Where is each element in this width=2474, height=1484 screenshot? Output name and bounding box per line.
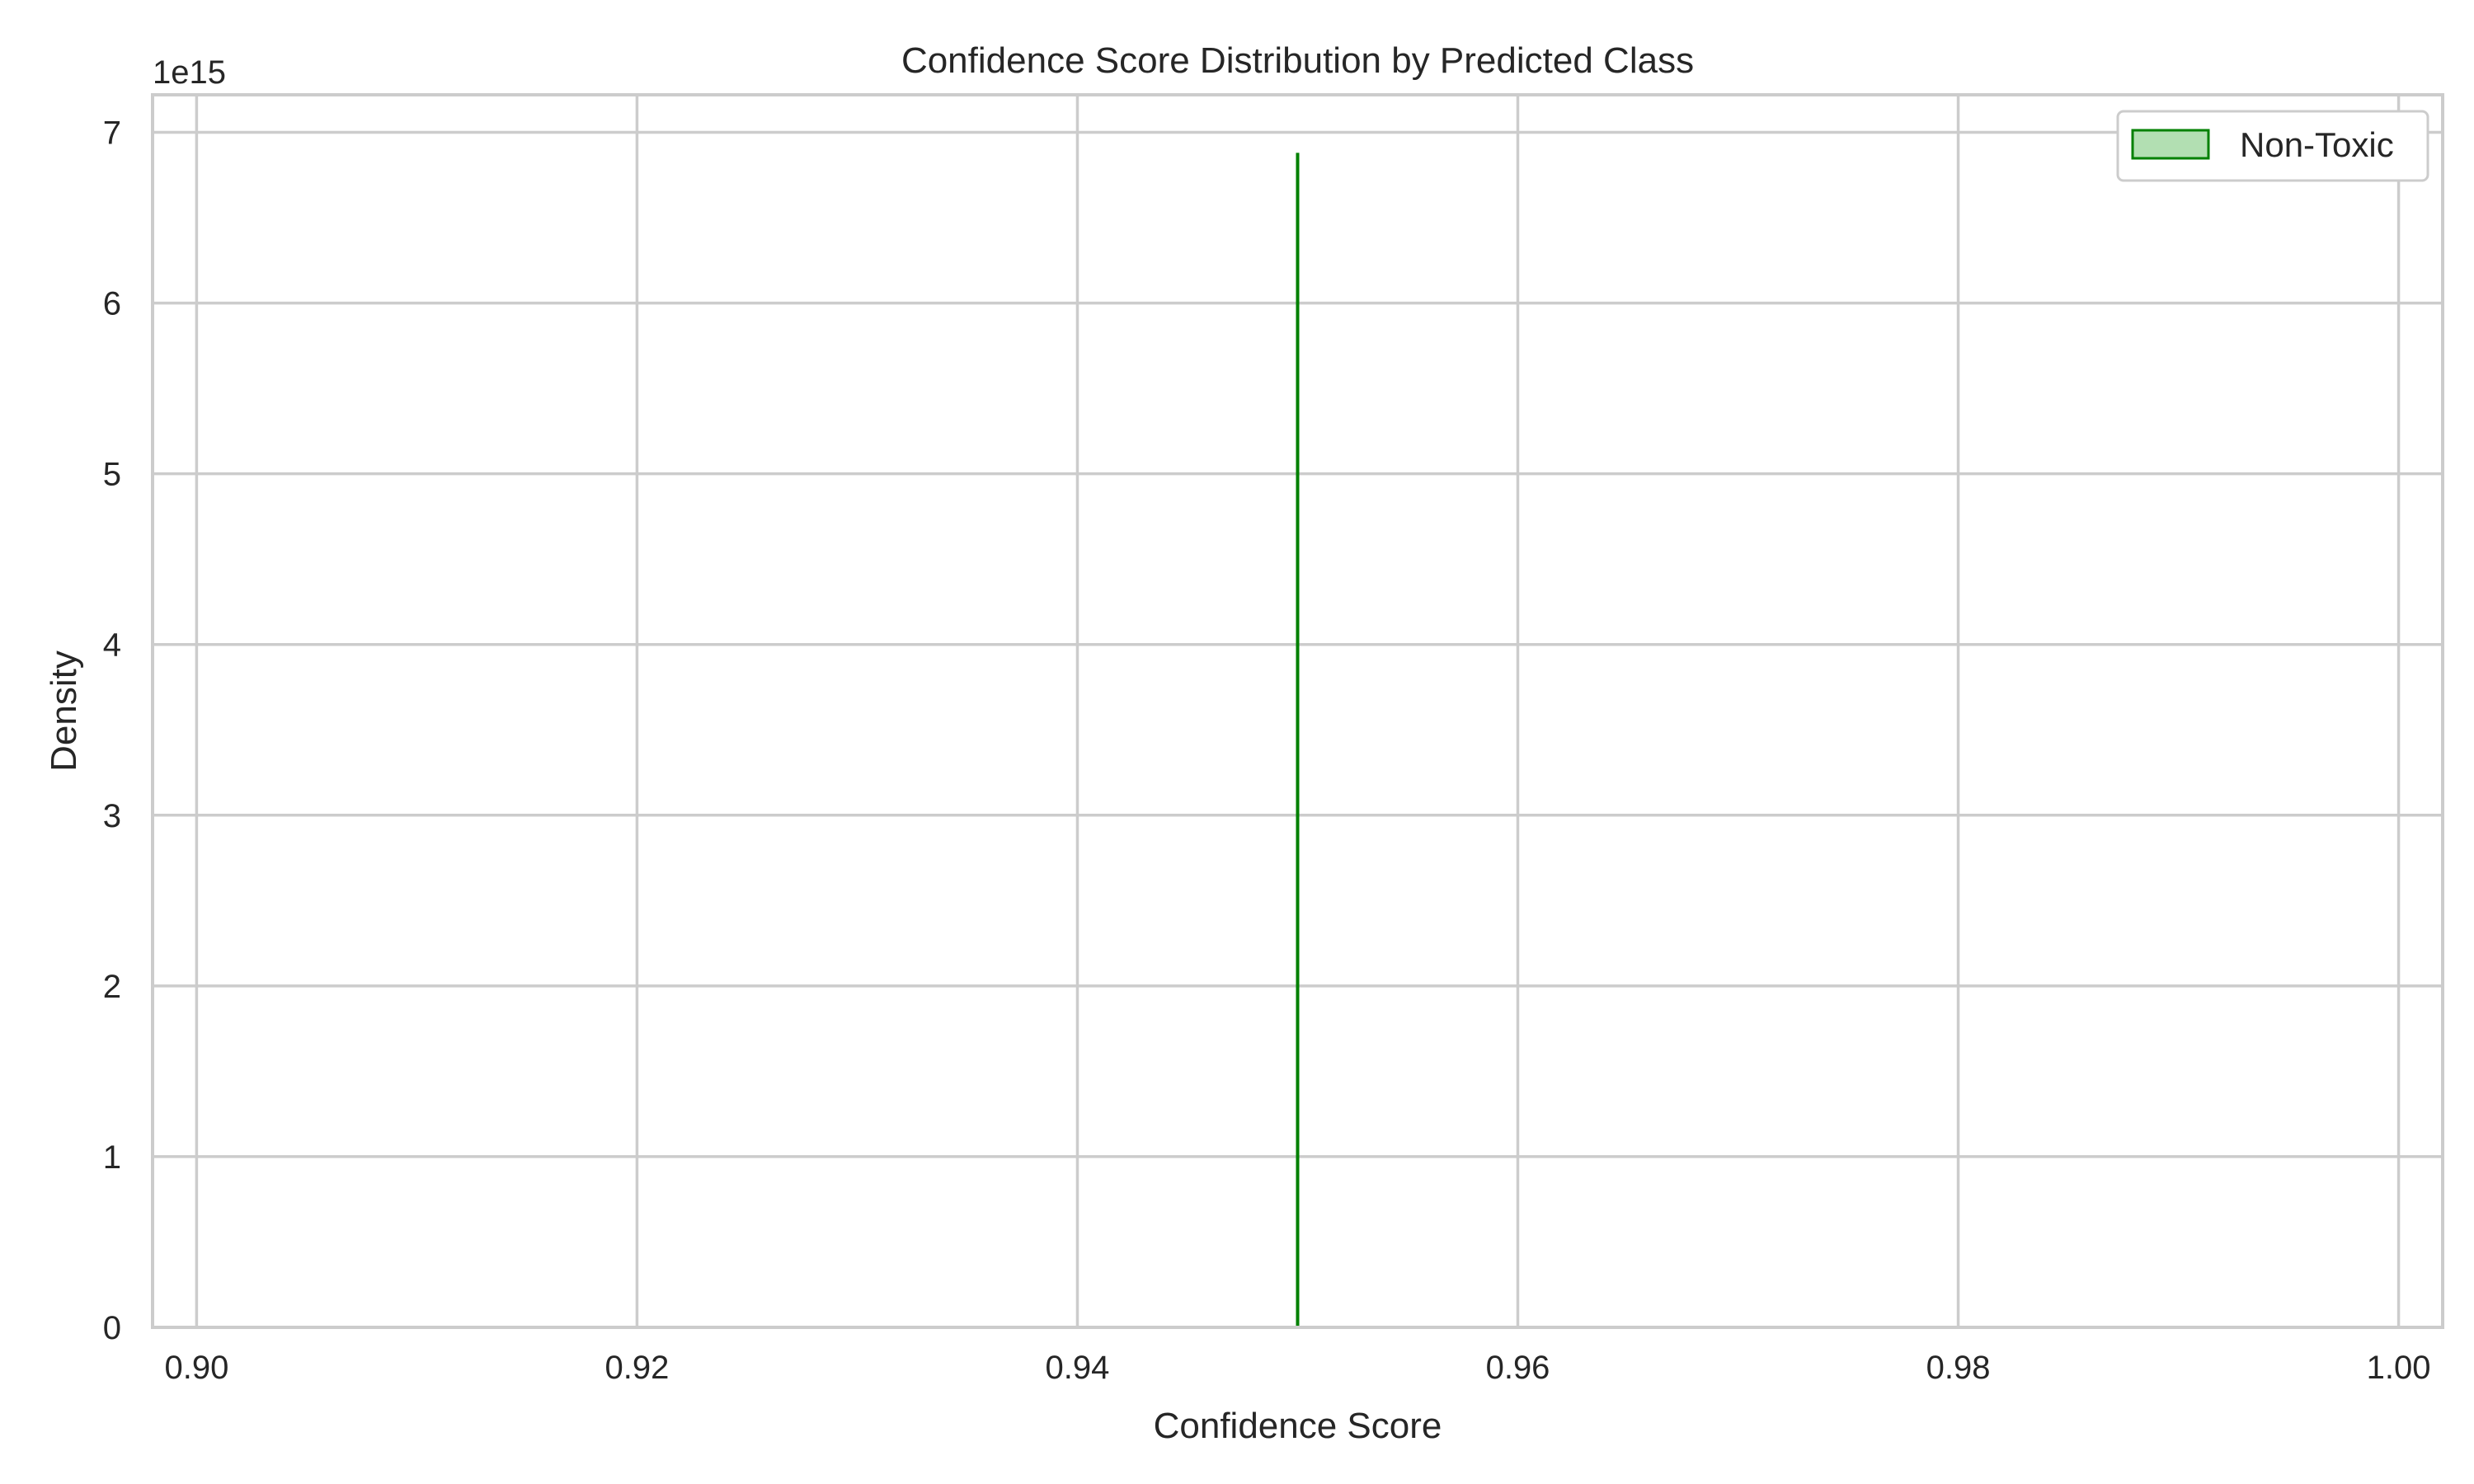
y-offset-label: 1e15: [153, 54, 226, 91]
tick-labels: 0.90 0.92 0.94 0.96 0.98 1.00 0 1 2 3 4 5 6 7: [103, 115, 2431, 1386]
x-axis-label: Confidence Score: [1154, 1406, 1442, 1446]
y-tick-label: 3: [103, 798, 121, 834]
y-tick-label: 2: [103, 969, 121, 1005]
y-axis-label: Density: [44, 650, 84, 772]
x-tick-label: 0.96: [1486, 1350, 1550, 1386]
x-tick-label: 0.92: [605, 1350, 670, 1386]
plot-frame: [151, 93, 2444, 1329]
y-tick-label: 5: [103, 457, 121, 493]
x-tick-label: 0.94: [1046, 1350, 1110, 1386]
y-tick-label: 4: [103, 627, 121, 664]
y-tick-label: 0: [103, 1310, 121, 1346]
legend: Non-Toxic: [2116, 110, 2429, 182]
legend-label-non-toxic: Non-Toxic: [2240, 125, 2394, 164]
x-tick-label: 0.90: [164, 1350, 228, 1386]
legend-frame: [2116, 110, 2429, 182]
y-tick-label: 7: [103, 115, 121, 152]
x-tick-label: 1.00: [2367, 1350, 2431, 1386]
chart-title: Confidence Score Distribution by Predict…: [901, 40, 1694, 81]
y-tick-label: 6: [103, 286, 121, 322]
y-tick-label: 1: [103, 1139, 121, 1176]
x-tick-label: 0.98: [1926, 1350, 1991, 1386]
legend-swatch-non-toxic: [2131, 129, 2210, 160]
